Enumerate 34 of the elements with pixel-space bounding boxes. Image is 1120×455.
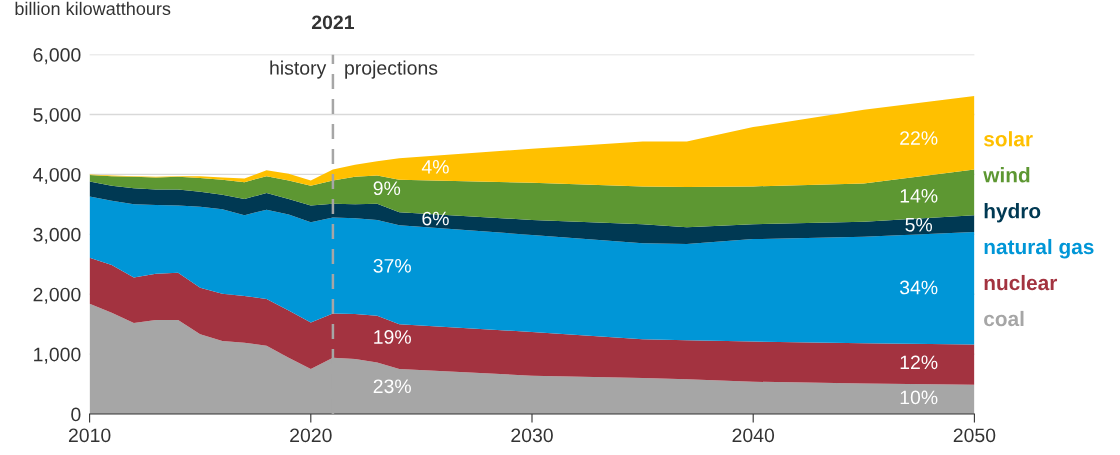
- annotation: 10%: [900, 390, 938, 405]
- x-tick-label: 2020: [290, 428, 332, 443]
- annotation: projections: [345, 60, 438, 79]
- x-tick-label: 2030: [511, 428, 553, 443]
- annotation: 6%: [422, 211, 449, 226]
- y-axis-title: billion kilowatthours: [15, 1, 171, 16]
- series-label: solar: [983, 131, 1033, 147]
- text: coal: [984, 310, 1024, 327]
- annotation: 19%: [374, 330, 411, 344]
- series-label: hydro: [984, 203, 1041, 223]
- annotation: 34%: [899, 280, 938, 295]
- y-tick-label: 3,000: [33, 227, 81, 244]
- text: nuclear: [984, 274, 1058, 291]
- x-tick-label: 2050: [953, 428, 996, 443]
- annotation: 9%: [373, 181, 401, 196]
- annotation: 14%: [900, 189, 938, 203]
- annotation: 4%: [421, 160, 449, 174]
- x-tick-label: 2010: [68, 428, 111, 443]
- y-tick-label: 5,000: [33, 107, 81, 125]
- x-tick-label: 2040: [732, 428, 775, 443]
- annotation: 23%: [373, 379, 411, 394]
- y-tick-label: 6,000: [33, 48, 81, 65]
- series-label: wind: [983, 167, 1030, 183]
- annotation: 22%: [900, 131, 938, 145]
- y-tick-label: 2,000: [33, 287, 81, 304]
- annotation: history: [270, 60, 327, 79]
- y-tick-label: 0: [71, 407, 81, 422]
- annotation: 37%: [373, 258, 411, 273]
- series-label: natural gas: [984, 238, 1094, 259]
- annotation: 12%: [900, 355, 938, 370]
- y-tick-label: 4,000: [33, 167, 81, 184]
- ref-line-label: 2021: [311, 15, 355, 30]
- annotation: 5%: [905, 217, 933, 232]
- y-tick-label: 1,000: [34, 347, 81, 364]
